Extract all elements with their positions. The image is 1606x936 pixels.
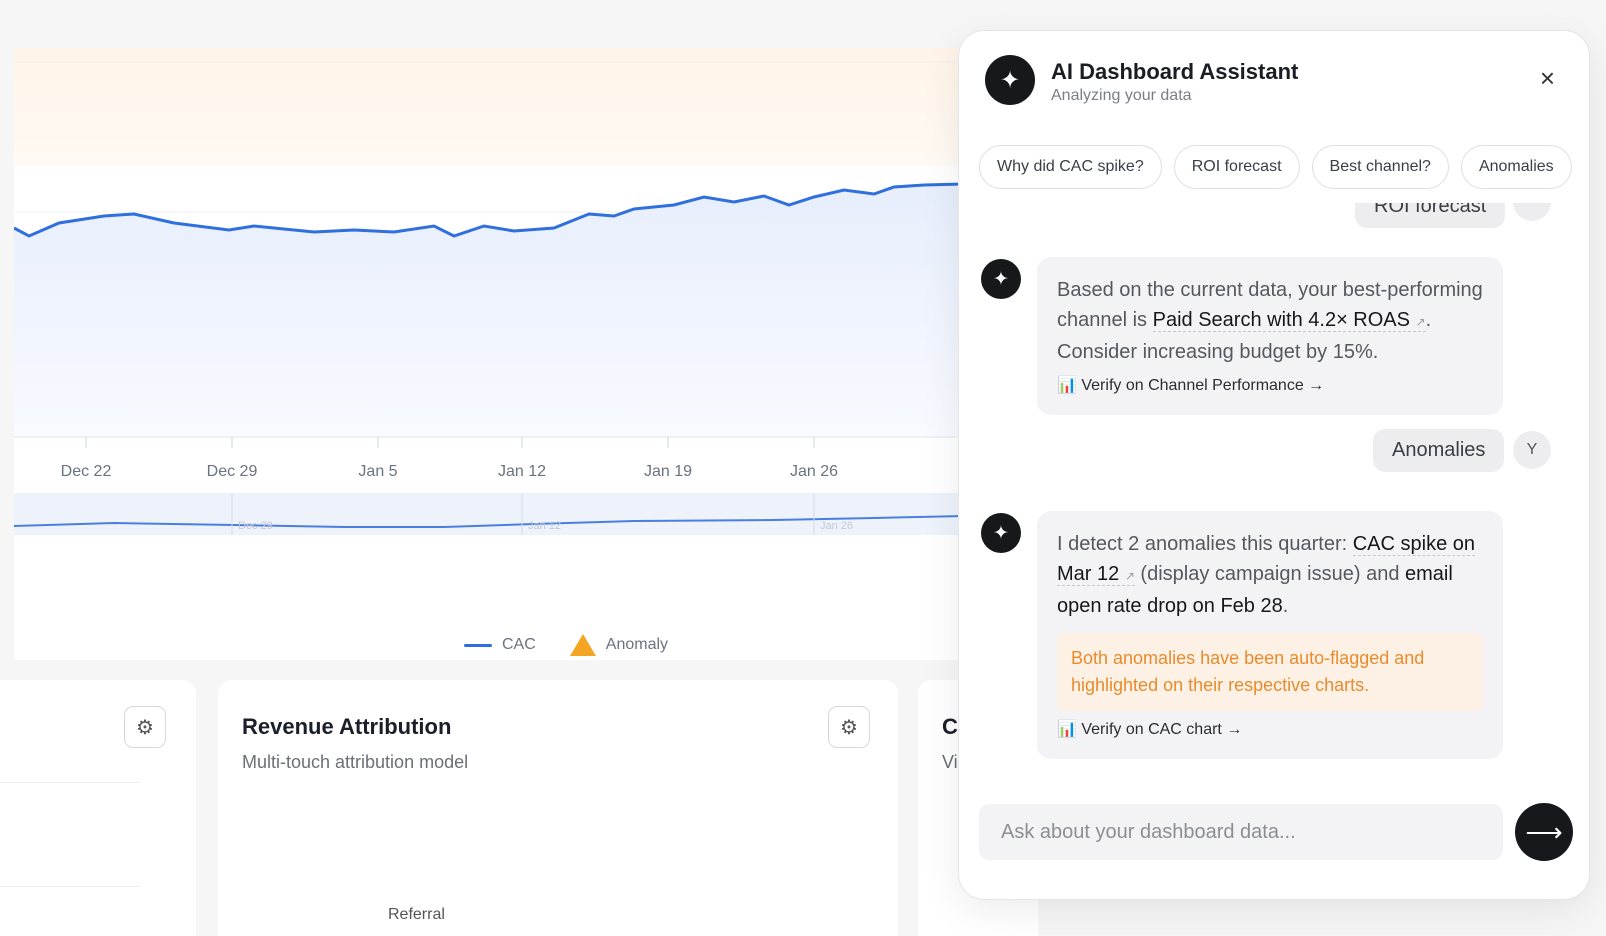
x-tick-label: Dec 29 [207, 463, 258, 480]
highlight-text: Paid Search with 4.2× ROAS [1152, 309, 1410, 331]
card-title: C [942, 714, 958, 739]
send-arrow-icon[interactable]: ⟶ [1515, 803, 1573, 861]
gear-icon[interactable]: ⚙ [828, 706, 870, 748]
message-highlight-link[interactable]: Paid Search with 4.2× ROAS ↗ [1152, 309, 1426, 332]
sparkle-icon: ✦ [981, 513, 1021, 553]
referral-label: Referral [388, 906, 445, 923]
message-list[interactable]: ROI forecast ✦ Based on the current data… [959, 203, 1589, 801]
chip-why-cac-spike[interactable]: Why did CAC spike? [979, 145, 1162, 189]
cac-line-swatch [464, 643, 492, 647]
chip-anomalies[interactable]: Anomalies [1460, 145, 1572, 189]
verify-link[interactable]: 📊 Verify on CAC chart → [1057, 721, 1243, 738]
external-link-icon: ↗ [1124, 569, 1135, 583]
ai-message: I detect 2 anomalies this quarter: CAC s… [1037, 511, 1503, 759]
legend-item-anomaly[interactable]: Anomaly [569, 634, 669, 656]
warning-triangle-icon [569, 634, 596, 656]
minimap-background[interactable] [14, 493, 964, 535]
message-text: Based on the current data, your best-per… [1057, 279, 1483, 331]
ai-message: Based on the current data, your best-per… [1037, 257, 1503, 415]
minimap-line [14, 515, 964, 528]
ai-assistant-panel: ✦ AI Dashboard Assistant Analyzing your … [958, 30, 1590, 900]
divider [0, 886, 140, 887]
anomaly-band [14, 48, 964, 166]
highlight-text: email open rate drop on Feb 28 [1057, 563, 1453, 617]
anomaly-callout: Both anomalies have been auto-flagged an… [1057, 633, 1483, 711]
card-subtitle: Vi [942, 752, 958, 772]
divider [0, 782, 140, 783]
cac-chart: Dec 22 Dec 29 Jan 5 Jan 12 Jan 19 Jan 26 Dec … [14, 48, 964, 535]
partial-card-left: ⚙ [0, 680, 196, 936]
minimap-tick-label: Jan 12 [528, 520, 561, 532]
chip-roi-forecast[interactable]: ROI forecast [1173, 145, 1300, 189]
minimap-tick-label: Jan 26 [820, 520, 853, 532]
chart-legend: CAC Anomaly [464, 634, 668, 656]
user-message: Anomalies [1373, 429, 1505, 472]
message-text: . [1282, 595, 1289, 617]
chip-best-channel[interactable]: Best channel? [1311, 145, 1449, 189]
assistant-subtitle: Analyzing your data [1051, 87, 1192, 104]
sparkle-icon: ✦ [985, 55, 1035, 105]
message-text: (display campaign issue) and [1134, 563, 1406, 585]
minimap[interactable]: Dec 29 Jan 12 Jan 26 [14, 493, 964, 535]
external-link-icon: ↗ [1415, 315, 1426, 329]
gear-icon[interactable]: ⚙ [124, 706, 166, 748]
cac-area [14, 184, 964, 437]
message-text: . Consider increasing budget by 15%. [1057, 309, 1432, 363]
highlight-text: CAC spike on Mar 12 [1057, 533, 1475, 585]
card-title: Revenue Attribution [242, 714, 452, 739]
user-message: ROI forecast [1355, 203, 1506, 228]
message-text: I detect 2 anomalies this quarter: [1057, 533, 1353, 555]
chat-input[interactable] [979, 804, 1503, 860]
suggestion-chips: Why did CAC spike? ROI forecast Best cha… [979, 145, 1572, 189]
x-tick-label: Dec 22 [61, 463, 112, 480]
user-avatar: Y [1513, 431, 1551, 469]
x-tick-label: Jan 5 [358, 463, 397, 480]
legend-item-cac[interactable]: CAC [464, 636, 536, 654]
sparkle-icon: ✦ [981, 259, 1021, 299]
verify-link[interactable]: 📊 Verify on Channel Performance → [1057, 377, 1325, 394]
message-highlight-link[interactable]: CAC spike on Mar 12 ↗ [1057, 533, 1475, 586]
legend-label-cac: CAC [502, 636, 536, 653]
cac-chart-card: Dec 22 Dec 29 Jan 5 Jan 12 Jan 19 Jan 26 Dec … [14, 48, 964, 660]
x-tick-label: Jan 26 [790, 463, 838, 480]
legend-label-anomaly: Anomaly [605, 636, 669, 653]
x-tick-label: Jan 12 [498, 463, 546, 480]
revenue-attribution-card: Revenue Attribution Multi-touch attribut… [218, 680, 898, 936]
cac-line [14, 182, 964, 238]
x-tick-label: Jan 19 [644, 463, 692, 480]
user-avatar [1513, 203, 1551, 221]
assistant-title: AI Dashboard Assistant [1051, 59, 1299, 84]
minimap-tick-label: Dec 29 [238, 520, 273, 532]
card-subtitle: Multi-touch attribution model [242, 752, 469, 772]
close-icon[interactable]: × [1539, 63, 1555, 93]
